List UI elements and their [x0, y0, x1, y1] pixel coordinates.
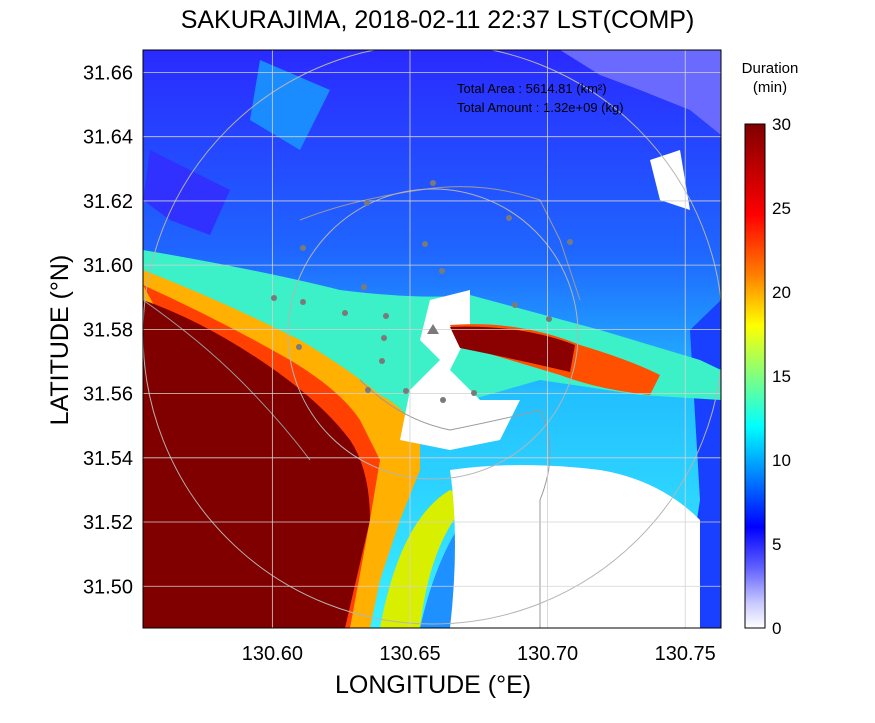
- y-tick-label: 31.60: [83, 255, 133, 277]
- heatmap-field: [143, 50, 721, 628]
- colorbar-tick-label: 10: [772, 451, 791, 470]
- plot-frame: [142, 49, 722, 629]
- y-tick-label: 31.54: [83, 448, 133, 470]
- x-tick-label: 130.60: [242, 643, 303, 665]
- colorbar-unit: (min): [753, 79, 787, 96]
- y-tick-label: 31.64: [83, 127, 133, 149]
- y-tick-label: 31.62: [83, 191, 133, 213]
- x-axis-label: LONGITUDE (°E): [335, 671, 531, 699]
- colorbar-tick-label: 20: [772, 283, 791, 302]
- x-tick-label: 130.75: [655, 643, 716, 665]
- colorbar-tick-label: 0: [772, 619, 781, 638]
- x-tick-labels: 130.60 130.65 130.70 130.75: [242, 643, 716, 665]
- y-tick-label: 31.50: [83, 576, 133, 598]
- colorbar-tick-label: 5: [772, 535, 781, 554]
- colorbar-tick-label: 30: [772, 115, 791, 134]
- x-tick-label: 130.70: [517, 643, 578, 665]
- colorbar-tick-label: 15: [772, 367, 791, 386]
- colorbar-ticks: 30 25 20 15 10 5 0: [772, 115, 791, 638]
- y-tick-labels: 31.66 31.64 31.62 31.60 31.58 31.56 31.54 31.52…: [83, 62, 133, 598]
- colorbar-tick-label: 25: [772, 199, 791, 218]
- y-tick-label: 31.52: [83, 512, 133, 534]
- total-area-label: Total Area : 5614.81 (km²): [457, 81, 607, 96]
- chart-title: SAKURAJIMA, 2018-02-11 22:37 LST(COMP): [180, 6, 695, 34]
- y-tick-label: 31.58: [83, 319, 133, 341]
- total-amount-label: Total Amount : 1.32e+09 (kg): [457, 100, 624, 115]
- y-axis-label: LATITUDE (°N): [46, 255, 74, 426]
- colorbar-title: Duration: [742, 60, 799, 77]
- y-tick-label: 31.66: [83, 62, 133, 84]
- y-tick-label: 31.56: [83, 384, 133, 406]
- x-tick-label: 130.65: [379, 643, 440, 665]
- colorbar: [744, 123, 766, 629]
